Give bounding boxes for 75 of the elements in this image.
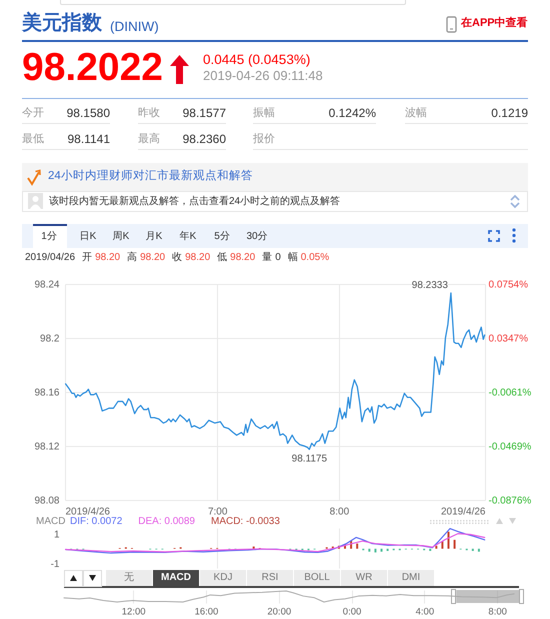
line-series bbox=[65, 528, 486, 554]
text: DIF: 0.0072 bbox=[70, 516, 122, 527]
text: 日K bbox=[80, 231, 96, 242]
y2-tick-label: -0.0061% bbox=[488, 388, 532, 398]
x-tick-label: 16:00 bbox=[194, 606, 218, 618]
text: 今开 bbox=[22, 107, 44, 119]
text: 0.1242% bbox=[328, 106, 376, 120]
text: 振幅 bbox=[253, 107, 275, 119]
text: 月K bbox=[146, 231, 162, 242]
text: 0.1219 bbox=[491, 106, 528, 120]
y2-tick-label: 0.0347% bbox=[488, 333, 528, 344]
text: BOLL bbox=[304, 572, 330, 583]
text: 98.2022 bbox=[22, 46, 163, 89]
text: 最低 bbox=[22, 133, 44, 145]
text: 0.0445 (0.0453%) bbox=[203, 52, 310, 67]
x-tick-label: 20:00 bbox=[267, 606, 292, 618]
y-tick-label: 98.24 bbox=[34, 280, 60, 290]
bar bbox=[478, 548, 480, 552]
text: 在APP中查看 bbox=[461, 17, 528, 29]
text: 98.2360 bbox=[182, 132, 226, 146]
text: DMI bbox=[402, 572, 420, 583]
y2-tick-label: -0.0876% bbox=[488, 496, 532, 506]
text: 1分 bbox=[41, 231, 57, 242]
text: 98.1580 bbox=[66, 106, 110, 120]
text: MACD: -0.0033 bbox=[210, 516, 280, 527]
y-tick-label: 98.16 bbox=[34, 388, 60, 398]
text: 该时段内暂无最新观点及解答，点击查看24小时之前的观点及解答 bbox=[49, 196, 340, 207]
x-tick-label: 4:00 bbox=[416, 606, 434, 618]
text: 波幅 bbox=[405, 107, 427, 119]
text: 最高 bbox=[138, 133, 160, 145]
text: 98.1577 bbox=[182, 106, 226, 120]
text: 报价 bbox=[253, 133, 275, 145]
text: 24小时内理财师对汇市最新观点和解答 bbox=[48, 170, 253, 182]
text: (DINIW) bbox=[110, 19, 159, 34]
text: 30分 bbox=[246, 231, 268, 242]
text: 年K bbox=[180, 231, 196, 242]
y-tick-label: 98.2 bbox=[40, 334, 60, 344]
x-tick-label: 8:00 bbox=[488, 606, 507, 618]
text: 美元指数 bbox=[22, 12, 102, 34]
annotation: 98.1175 bbox=[292, 453, 328, 464]
y2-tick-label: -0.0469% bbox=[488, 442, 532, 453]
text: WR bbox=[356, 572, 372, 583]
text: MACD bbox=[161, 572, 191, 583]
bar bbox=[356, 544, 358, 549]
x-tick-label: 7:00 bbox=[208, 506, 228, 518]
y-tick-label: 1 bbox=[54, 529, 60, 540]
annotation: 98.2333 bbox=[412, 280, 448, 292]
text: RSI bbox=[262, 572, 278, 583]
chart-title: MACD bbox=[36, 516, 66, 527]
y-tick-label: -1 bbox=[50, 559, 60, 570]
x-tick-label: 2019/4/26 bbox=[66, 506, 110, 518]
text: 2019/04/26 开 98.20 高 98.20 收 98.20 低 98.20 量 0 幅 0.05% bbox=[25, 252, 330, 263]
text: 98.1141 bbox=[68, 132, 110, 146]
bar bbox=[380, 548, 383, 552]
bar bbox=[374, 548, 376, 552]
x-tick-label: 8:00 bbox=[330, 506, 350, 518]
text: 昨收 bbox=[138, 107, 160, 119]
text: 周K bbox=[112, 231, 130, 242]
bar bbox=[441, 541, 444, 549]
text: 2019-04-26 09:11:48 bbox=[203, 68, 323, 83]
bar bbox=[368, 548, 370, 552]
text: KDJ bbox=[214, 572, 232, 583]
y-tick-label: 98.08 bbox=[34, 496, 60, 506]
y2-tick-label: 0.0754% bbox=[488, 280, 528, 290]
x-tick-label: 12:00 bbox=[122, 606, 146, 618]
line-series bbox=[65, 533, 486, 552]
bar bbox=[447, 532, 450, 549]
y-tick-label: 98.12 bbox=[34, 442, 60, 452]
text: DEA: 0.0089 bbox=[138, 516, 195, 527]
x-tick-label: 2019/4/26 bbox=[441, 506, 486, 518]
bar bbox=[454, 540, 456, 549]
text: 无 bbox=[124, 572, 134, 583]
text: 5分 bbox=[214, 231, 230, 242]
line-series bbox=[64, 292, 486, 450]
x-tick-label: 0:00 bbox=[342, 606, 362, 618]
